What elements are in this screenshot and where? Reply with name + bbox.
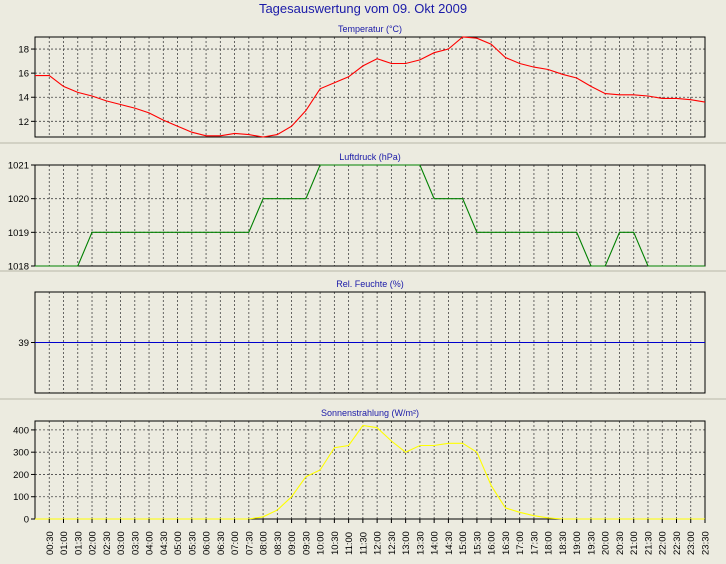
x-tick-label: 12:30 (387, 531, 398, 555)
x-tick-label: 00:30 (45, 531, 56, 555)
x-tick-label: 01:30 (73, 531, 84, 555)
x-tick-label: 11:30 (358, 532, 369, 555)
series-line (35, 424, 705, 520)
x-tick-label: 19:30 (586, 531, 597, 555)
x-tick-label: 01:00 (59, 531, 70, 555)
x-tick-label: 04:30 (159, 531, 170, 555)
y-tick-label: 400 (13, 425, 29, 436)
x-tick-label: 22:00 (658, 531, 669, 555)
x-tick-label: 16:30 (501, 531, 512, 555)
x-tick-label: 04:00 (145, 531, 156, 555)
x-tick-label: 03:30 (130, 531, 141, 555)
plot-frame (34, 36, 706, 138)
x-tick-label: 18:30 (558, 531, 569, 555)
x-tick-label: 22:30 (672, 531, 683, 555)
x-tick-label: 09:30 (301, 531, 312, 555)
x-tick-label: 12:00 (373, 531, 384, 555)
y-tick-label: 1021 (8, 161, 29, 172)
chart-panel-4: Sonnenstrahlung (W/m²) 0 100 200 300 400 (0, 398, 726, 526)
panel-title: Luftdruck (hPa) (339, 152, 401, 162)
plot-frame (34, 420, 706, 520)
x-tick-label: 07:30 (244, 531, 255, 555)
panel-title: Sonnenstrahlung (W/m²) (321, 408, 419, 418)
x-tick-label: 14:00 (430, 531, 441, 555)
y-tick-label: 100 (13, 492, 29, 503)
x-tick-label: 08:00 (259, 531, 270, 555)
x-tick-label: 05:00 (173, 531, 184, 555)
page-title: Tagesauswertung vom 09. Okt 2009 (258, 1, 468, 16)
chart-panel-2: Luftdruck (hPa) 1018 1019 1020 1021 (0, 142, 726, 273)
x-tick-label: 21:30 (643, 531, 654, 555)
y-tick-label: 1020 (8, 194, 29, 205)
y-tick-label: 1019 (8, 228, 29, 239)
x-tick-label: 20:30 (615, 531, 626, 555)
panel-title: Rel. Feuchte (%) (336, 279, 404, 289)
panel-title: Temperatur (°C) (338, 24, 402, 34)
x-tick-label: 02:30 (102, 531, 113, 555)
x-tick-label: 03:00 (116, 531, 127, 555)
x-tick-label: 05:30 (187, 531, 198, 555)
x-tick-label: 13:30 (415, 531, 426, 555)
x-tick-label: 11:00 (344, 532, 355, 555)
x-tick-label: 15:30 (472, 531, 483, 555)
x-tick-label: 23:00 (686, 531, 697, 555)
y-tick-label: 14 (18, 93, 29, 104)
series-line (35, 164, 705, 267)
x-tick-label: 06:30 (216, 531, 227, 555)
x-tick-label: 23:30 (701, 531, 712, 555)
y-tick-label: 12 (18, 117, 29, 128)
x-tick-label: 07:00 (230, 531, 241, 555)
x-tick-label: 10:00 (316, 531, 327, 555)
x-tick-label: 20:00 (601, 531, 612, 555)
x-tick-label: 09:00 (287, 531, 298, 555)
x-tick-label: 18:00 (544, 531, 555, 555)
y-tick-label: 300 (13, 448, 29, 459)
x-tick-label: 06:00 (202, 531, 213, 555)
y-tick-label: 18 (18, 45, 29, 56)
x-tick-label: 13:00 (401, 531, 412, 555)
x-tick-label: 02:00 (88, 531, 99, 555)
y-tick-label: 39 (18, 338, 29, 349)
y-tick-label: 200 (13, 470, 29, 481)
plot-frame (34, 164, 706, 267)
x-axis: 00:30 01:00 01:30 02:00 02:30 03:00 03:30 04:00… (45, 519, 712, 555)
x-tick-label: 14:30 (444, 531, 455, 555)
y-tick-label: 16 (18, 69, 29, 80)
chart-panel-3: Rel. Feuchte (%) 39 (0, 270, 726, 394)
x-tick-label: 10:30 (330, 531, 341, 555)
x-tick-label: 15:00 (458, 531, 469, 555)
series-line (35, 36, 706, 138)
x-tick-label: 16:00 (487, 531, 498, 555)
x-tick-label: 19:00 (572, 531, 583, 555)
chart-panel-1: Temperatur (°C) 12 14 16 18 (18, 24, 706, 138)
x-tick-label: 08:30 (273, 531, 284, 555)
x-tick-label: 17:30 (529, 531, 540, 555)
x-tick-label: 17:00 (515, 531, 526, 555)
x-tick-label: 21:00 (629, 531, 640, 555)
y-tick-label: 1018 (8, 262, 29, 273)
y-tick-label: 0 (24, 515, 29, 526)
